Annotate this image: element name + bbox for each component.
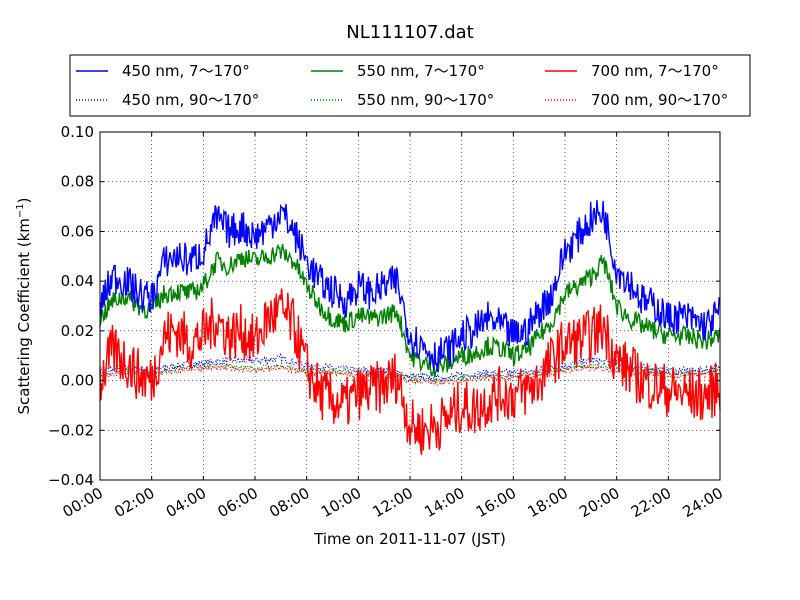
- legend-label: 450 nm, 7～170°: [122, 62, 250, 80]
- series-line: [99, 352, 721, 383]
- y-axis-label-close: ): [15, 197, 33, 203]
- chart-title: NL111107.dat: [346, 22, 473, 43]
- y-tick-label: −0.02: [48, 421, 94, 439]
- y-tick-label: 0.10: [61, 123, 94, 141]
- legend: 450 nm, 7～170° 550 nm, 7～170° 700 nm, 7～17…: [69, 54, 751, 117]
- series-line: [99, 288, 721, 456]
- legend-label: 550 nm, 7～170°: [357, 62, 485, 80]
- y-axis-label-superscript: −1: [15, 203, 26, 218]
- y-tick-label: 0.00: [61, 372, 94, 390]
- legend-frame: [69, 54, 751, 117]
- y-tick-label: 0.02: [61, 322, 94, 340]
- series-layer: [99, 200, 721, 456]
- y-tick-label: 0.06: [61, 222, 94, 240]
- series-line: [99, 363, 721, 387]
- legend-label: 450 nm, 90～170°: [122, 91, 259, 109]
- x-axis-label: Time on 2011-11-07 (JST): [313, 530, 506, 548]
- y-axis: −0.04 −0.02 0.00 0.02 0.04 0.06 0.08 0.10: [48, 123, 720, 489]
- y-tick-label: 0.08: [61, 173, 94, 191]
- series-line: [99, 243, 721, 378]
- y-tick-label: 0.04: [61, 272, 94, 290]
- y-axis-label-main: Scattering Coefficient (km: [15, 218, 33, 414]
- y-tick-label: −0.04: [48, 471, 94, 489]
- series-line: [99, 361, 721, 385]
- legend-label: 700 nm, 7～170°: [591, 62, 719, 80]
- series-line: [99, 200, 721, 373]
- legend-label: 700 nm, 90～170°: [591, 91, 728, 109]
- y-axis-label: Scattering Coefficient (km−1): [15, 197, 33, 414]
- legend-label: 550 nm, 90～170°: [357, 91, 494, 109]
